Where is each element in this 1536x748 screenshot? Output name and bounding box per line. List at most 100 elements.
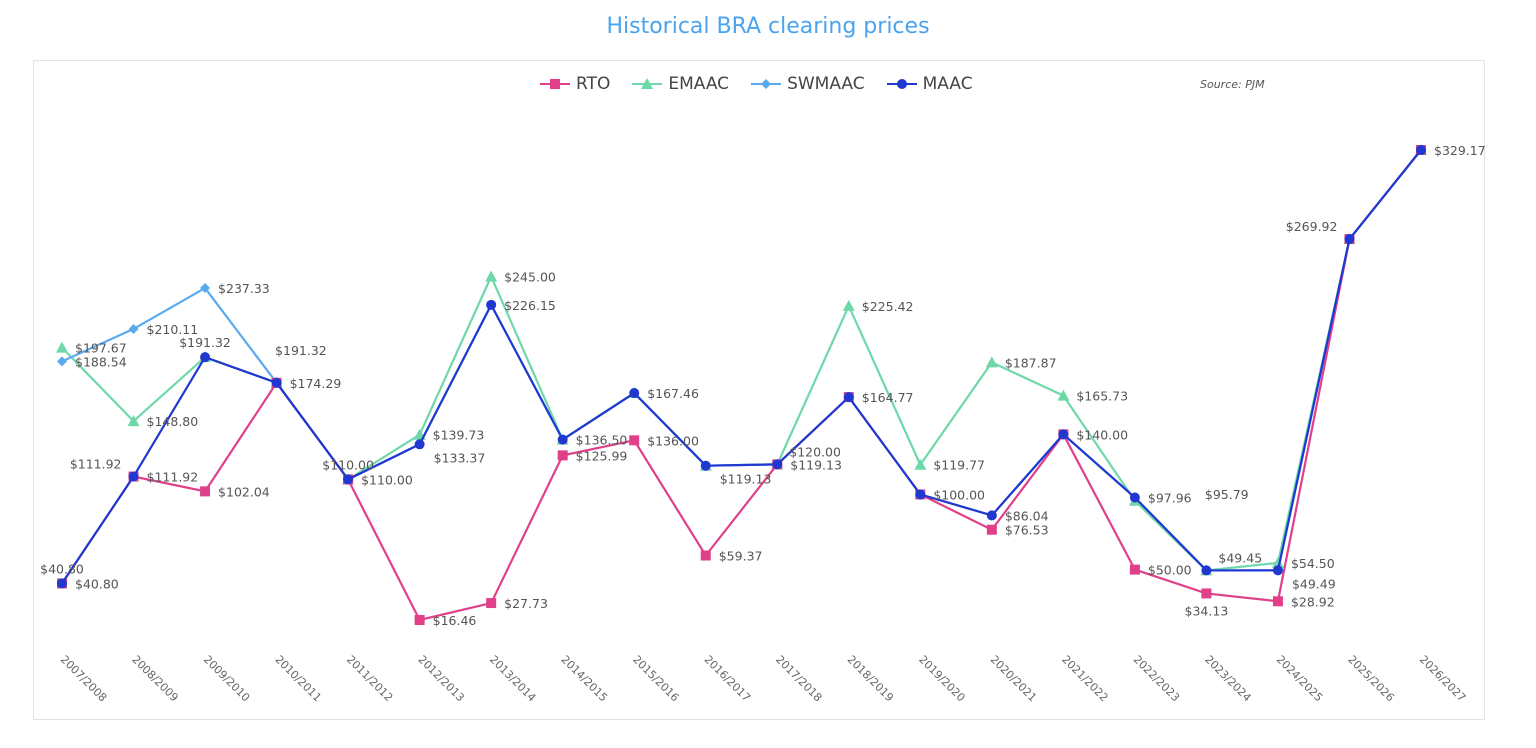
data-label: $102.04 (218, 484, 270, 499)
data-label: $329.17 (1434, 143, 1486, 158)
data-point (986, 524, 997, 535)
data-point (629, 388, 640, 399)
data-label: $136.50 (576, 433, 628, 448)
data-label: $111.92 (70, 457, 122, 472)
data-label: $125.99 (576, 448, 628, 463)
data-point (700, 460, 711, 471)
data-point (915, 489, 926, 500)
data-point (57, 578, 67, 589)
x-tick-label: 2023/2024 (1202, 653, 1253, 704)
data-point (1416, 145, 1426, 155)
series-line (61, 149, 1422, 572)
data-label: $148.80 (147, 414, 199, 429)
data-point (914, 458, 927, 470)
data-point (343, 474, 354, 485)
data-point (1129, 492, 1140, 503)
x-tick-label: 2016/2017 (702, 653, 753, 704)
legend-marker (896, 79, 907, 89)
x-tick-label: 2015/2016 (630, 653, 681, 704)
data-label: $136.00 (647, 433, 699, 448)
data-label: $119.13 (790, 457, 842, 472)
legend-label: MAAC (922, 74, 973, 94)
data-point (985, 356, 998, 368)
data-label: $49.49 (1292, 576, 1336, 591)
data-label: $210.11 (147, 322, 199, 337)
chart-frame (33, 60, 1485, 720)
x-tick-label: 2012/2013 (416, 653, 467, 704)
legend-square-icon (540, 79, 570, 89)
data-point (557, 450, 568, 461)
data-point (57, 356, 67, 367)
data-label: $54.50 (1291, 556, 1335, 571)
legend-item-emaac[interactable]: EMAAC (632, 74, 729, 94)
data-point (843, 392, 854, 403)
data-point (486, 299, 497, 310)
data-point (1129, 564, 1140, 575)
data-point (128, 471, 139, 482)
data-point (1272, 596, 1283, 607)
legend: RTO EMAAC SWMAAC MAAC (540, 74, 973, 94)
data-label: $269.92 (1286, 219, 1338, 234)
data-label: $16.46 (433, 613, 477, 628)
x-tick-label: 2009/2010 (201, 653, 252, 704)
legend-marker (761, 79, 772, 89)
data-label: $40.80 (75, 576, 119, 591)
x-tick-label: 2026/2027 (1417, 653, 1468, 704)
x-tick-label: 2013/2014 (487, 653, 538, 704)
data-label: $139.73 (433, 428, 485, 443)
x-tick-label: 2022/2023 (1131, 653, 1182, 704)
data-point (128, 323, 139, 334)
legend-item-maac[interactable]: MAAC (886, 74, 973, 94)
data-label: $34.13 (1185, 603, 1229, 618)
legend-circle-icon (886, 79, 917, 89)
data-label: $133.37 (434, 450, 486, 465)
data-label: $95.79 (1205, 487, 1249, 502)
data-point (56, 341, 68, 353)
data-label: $140.00 (1076, 427, 1128, 442)
data-point (986, 510, 997, 521)
data-point (127, 415, 140, 427)
data-label: $76.53 (1005, 523, 1049, 538)
data-point (557, 434, 568, 445)
x-tick-label: 2021/2022 (1059, 653, 1110, 704)
data-label: $245.00 (504, 270, 556, 285)
data-point (1201, 588, 1212, 599)
x-tick-label: 2014/2015 (559, 653, 610, 704)
data-point (629, 435, 640, 446)
legend-marker (641, 78, 654, 89)
data-point (1201, 565, 1212, 576)
data-point (1272, 565, 1283, 576)
data-label: $188.54 (75, 354, 127, 369)
legend-item-rto[interactable]: RTO (540, 74, 610, 94)
data-label: $164.77 (862, 390, 914, 405)
data-label: $119.13 (720, 472, 772, 487)
chart-title: Historical BRA clearing prices (606, 14, 930, 39)
data-point (772, 459, 783, 470)
legend-diamond-icon (751, 79, 782, 89)
data-label: $50.00 (1148, 563, 1192, 578)
data-label: $86.04 (1005, 508, 1049, 523)
data-label: $165.73 (1076, 389, 1128, 404)
data-point (1271, 556, 1284, 568)
data-label: $40.80 (40, 561, 84, 576)
x-tick-label: 2020/2021 (988, 653, 1039, 704)
data-point (842, 299, 855, 311)
data-point (271, 377, 282, 388)
x-tick-label: 2008/2009 (129, 653, 180, 704)
legend-label: RTO (576, 74, 611, 94)
data-label: $111.92 (147, 470, 199, 485)
data-point (414, 615, 425, 625)
data-label: $27.73 (504, 596, 548, 611)
legend-triangle-icon (632, 78, 663, 89)
data-label: $167.46 (647, 386, 699, 401)
data-label: $28.92 (1291, 594, 1335, 609)
x-tick-label: 2019/2020 (916, 653, 967, 704)
legend-item-swmaac[interactable]: SWMAAC (751, 74, 865, 94)
x-tick-label: 2010/2011 (272, 653, 323, 704)
data-point (485, 270, 498, 282)
data-label: $119.77 (933, 458, 985, 473)
series-maac (57, 145, 1426, 589)
data-point (414, 439, 425, 450)
data-label: $59.37 (719, 549, 763, 564)
data-point (486, 598, 497, 609)
